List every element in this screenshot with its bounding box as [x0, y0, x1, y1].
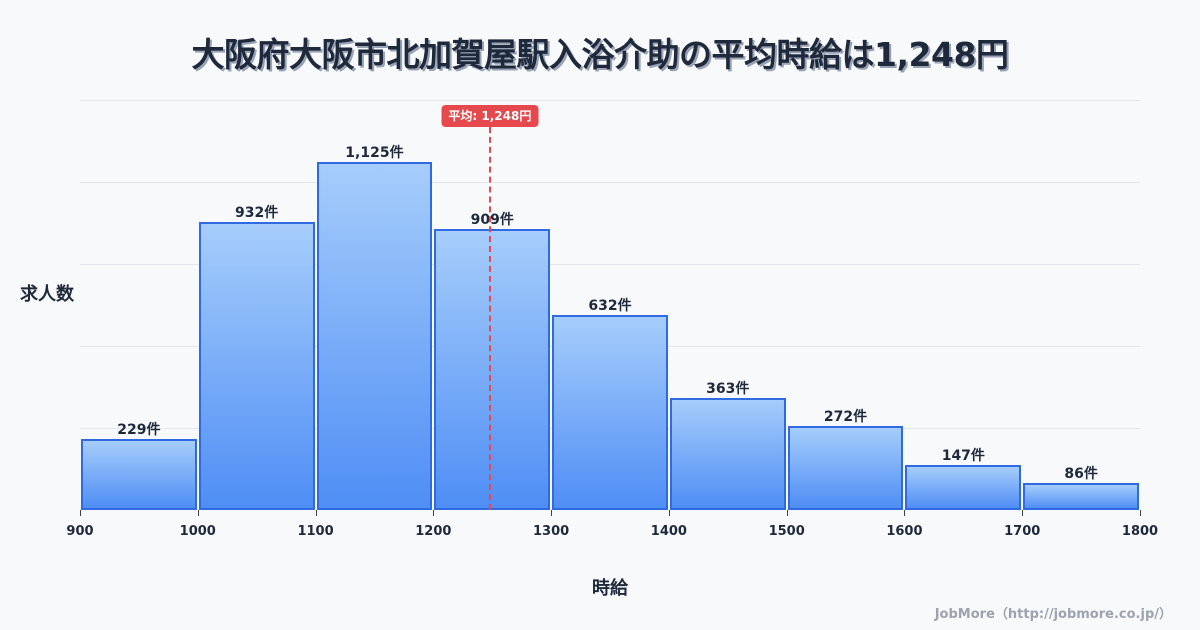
x-tick — [315, 510, 317, 516]
histogram-bar — [669, 397, 786, 510]
x-tick — [80, 510, 81, 516]
gridline — [80, 100, 1140, 101]
x-tick-label: 1400 — [650, 524, 687, 539]
bar-value-label: 86件 — [1064, 466, 1098, 483]
histogram-bar — [81, 439, 197, 510]
bar-value-label: 909件 — [470, 212, 514, 229]
bar-value-label: 363件 — [706, 380, 750, 397]
histogram-bar — [316, 162, 433, 510]
x-tick-label: 1800 — [1121, 524, 1159, 539]
x-tick — [904, 510, 906, 516]
bar-value-label: 632件 — [588, 297, 632, 314]
histogram-bar — [198, 222, 315, 510]
bar-value-label: 229件 — [117, 422, 161, 439]
histogram-bar — [552, 314, 668, 510]
x-tick-label: 1500 — [768, 524, 805, 539]
x-tick-label: 1000 — [179, 524, 216, 539]
x-tick — [1140, 510, 1141, 516]
bar-value-label: 932件 — [235, 205, 279, 222]
x-tick — [197, 510, 199, 516]
x-tick-label: 1100 — [297, 524, 334, 539]
mean-badge: 平均: 1,248円 — [441, 105, 539, 127]
x-tick — [433, 510, 435, 516]
x-tick-label: 900 — [66, 524, 94, 539]
chart-title: 大阪府大阪市北加賀屋駅入浴介助の平均時給は1,248円 — [191, 35, 1009, 74]
bar-value-label: 1,125件 — [345, 145, 404, 162]
gridline — [80, 264, 1140, 265]
x-tick-label: 1200 — [415, 524, 452, 539]
x-tick — [1022, 510, 1024, 516]
histogram-bar — [787, 425, 904, 510]
x-tick-label: 1700 — [1004, 524, 1041, 539]
plot-area: 229件 932件 1,125件 909件 632件 363件 272件 147件 86件 — [80, 100, 1140, 510]
x-tick-label: 1300 — [533, 524, 570, 539]
mean-line — [488, 127, 491, 510]
gridline — [80, 182, 1140, 183]
bar-value-label: 272件 — [823, 408, 868, 425]
histogram-bar — [905, 464, 1022, 510]
histogram-bar — [1023, 483, 1139, 510]
histogram-bar — [434, 229, 551, 510]
x-tick — [668, 510, 670, 516]
x-tick — [551, 510, 553, 516]
x-tick — [786, 510, 788, 516]
x-axis-label: 時給 — [592, 578, 628, 599]
x-tick-label: 1600 — [886, 524, 923, 539]
y-axis-label: 求人数 — [20, 284, 74, 305]
credit-text: JobMore（http://jobmore.co.jp/） — [934, 607, 1172, 622]
bar-value-label: 147件 — [941, 447, 985, 464]
